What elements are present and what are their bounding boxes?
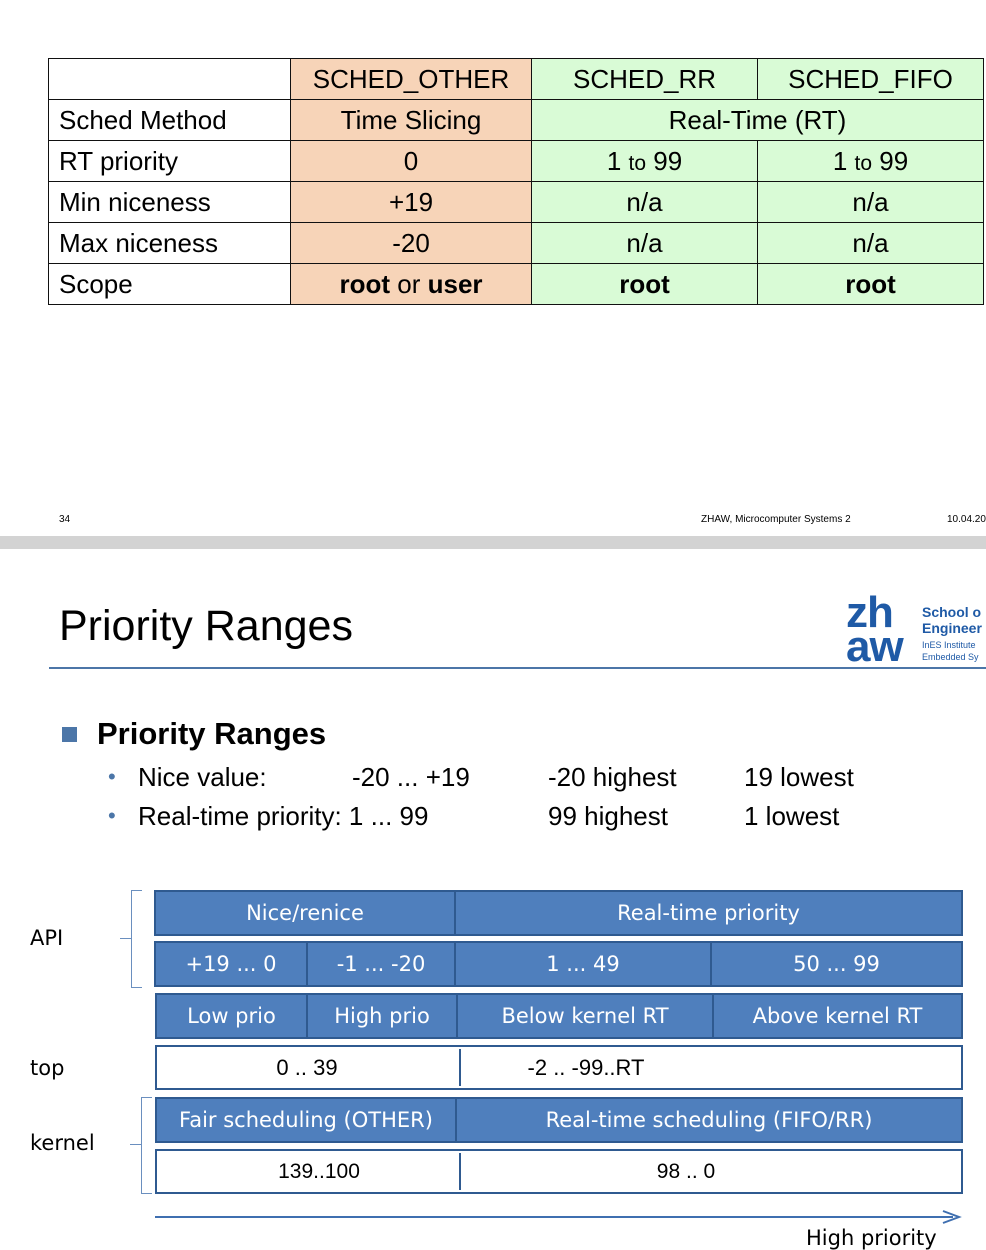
logo-line4: Embedded Sy xyxy=(922,652,979,662)
logo-aw: aw xyxy=(846,622,904,671)
priority-arrow-icon xyxy=(155,1210,962,1224)
cell-other: Time Slicing xyxy=(290,99,532,141)
box-realtime-scheduling: Real-time scheduling (FIFO/RR) xyxy=(455,1097,963,1143)
fifo-min: 1 xyxy=(832,145,848,176)
box-nice-renice: Nice/renice xyxy=(154,890,456,936)
cell-fifo: n/a xyxy=(757,222,984,264)
nice-highest: -20 highest xyxy=(548,762,677,792)
nice-label: Nice value: xyxy=(138,762,267,792)
label-api: API xyxy=(30,926,64,950)
row-label: Min niceness xyxy=(48,181,291,223)
slide-separator xyxy=(0,536,986,549)
cell-other: root or user xyxy=(290,263,532,305)
table-corner xyxy=(48,58,291,100)
title-divider xyxy=(49,667,986,669)
table-header-row: SCHED_OTHER SCHED_RR SCHED_FIFO xyxy=(48,58,984,100)
box-realtime-priority: Real-time priority xyxy=(454,890,963,936)
header-sched-other: SCHED_OTHER xyxy=(290,58,532,100)
scheduler-table: SCHED_OTHER SCHED_RR SCHED_FIFO Sched Me… xyxy=(48,58,984,305)
rr-min: 1 xyxy=(606,145,622,176)
box-high-prio: High prio xyxy=(306,993,458,1039)
cell-rr: n/a xyxy=(531,181,758,223)
header-sched-fifo: SCHED_FIFO xyxy=(757,58,984,100)
table-row: RT priority 0 1 to 99 1 to 99 xyxy=(48,140,984,182)
table-row: Min niceness +19 n/a n/a xyxy=(48,181,984,223)
nice-range: -20 ... +19 xyxy=(352,762,470,792)
scope-or: or xyxy=(397,268,421,299)
row-label: Max niceness xyxy=(48,222,291,264)
logo-zh: zh xyxy=(846,588,894,637)
header-sched-rr: SCHED_RR xyxy=(531,58,758,100)
api-brace-tip xyxy=(120,938,132,939)
box-low-prio: Low prio xyxy=(155,993,308,1039)
box-nice-positive: +19 ... 0 xyxy=(154,941,308,987)
cell-rr: 1 to 99 xyxy=(531,140,758,182)
box-rt-low: 1 ... 49 xyxy=(454,941,712,987)
cell-rt-merged: Real-Time (RT) xyxy=(531,99,984,141)
scope-user: user xyxy=(427,268,483,299)
rt-highest: 99 highest xyxy=(548,801,668,831)
scope-fifo-root: root xyxy=(845,268,896,299)
api-brace xyxy=(131,890,142,988)
rr-to: to xyxy=(628,151,647,175)
row-label: RT priority xyxy=(48,140,291,182)
footer-page-number: 34 xyxy=(59,514,71,525)
rt-lowest: 1 lowest xyxy=(744,801,840,831)
nice-lowest: 19 lowest xyxy=(744,762,854,792)
label-kernel: kernel xyxy=(30,1131,95,1155)
table-row: Scope root or user root root xyxy=(48,263,984,305)
fifo-max: 99 xyxy=(879,145,909,176)
footer-date: 10.04.20 xyxy=(947,514,986,525)
top-rt-range: -2 .. -99..RT xyxy=(527,1054,645,1080)
cell-other: +19 xyxy=(290,181,532,223)
kernel-brace xyxy=(141,1097,152,1194)
logo-line2: Engineer xyxy=(922,620,982,636)
cell-fifo: root xyxy=(757,263,984,305)
kernel-brace-tip xyxy=(130,1144,142,1145)
cell-fifo: 1 to 99 xyxy=(757,140,984,182)
page-title: Priority Ranges xyxy=(59,602,353,650)
cell-other: 0 xyxy=(290,140,532,182)
section-heading: Priority Ranges xyxy=(97,716,327,751)
box-above-kernel-rt: Above kernel RT xyxy=(712,993,963,1039)
top-row-divider xyxy=(459,1049,461,1086)
cell-rr: n/a xyxy=(531,222,758,264)
kernel-rt-range: 98 .. 0 xyxy=(656,1159,716,1183)
fifo-to: to xyxy=(854,151,873,175)
table-row: Max niceness -20 n/a n/a xyxy=(48,222,984,264)
kernel-fair-range: 139..100 xyxy=(278,1159,360,1183)
box-kernel-row xyxy=(155,1149,963,1194)
table-row: Sched Method Time Slicing Real-Time (RT) xyxy=(48,99,984,141)
label-top: top xyxy=(30,1056,65,1080)
row-label: Sched Method xyxy=(48,99,291,141)
scope-rr-root: root xyxy=(619,268,670,299)
top-nice-range: 0 .. 39 xyxy=(276,1054,338,1080)
bullet-dot-icon: • xyxy=(108,803,116,828)
logo-line3: InES Institute xyxy=(922,640,976,650)
arrow-label: High priority xyxy=(806,1226,937,1250)
footer-course: ZHAW, Microcomputer Systems 2 xyxy=(701,514,851,525)
bullet-dot-icon: • xyxy=(108,764,116,789)
row-label: Scope xyxy=(48,263,291,305)
scope-root: root xyxy=(339,268,391,299)
rt-label: Real-time priority: 1 ... 99 xyxy=(138,801,429,831)
cell-rr: root xyxy=(531,263,758,305)
logo-line1: School o xyxy=(922,604,982,620)
box-top-row xyxy=(155,1045,963,1090)
rr-max: 99 xyxy=(653,145,683,176)
box-fair-scheduling: Fair scheduling (OTHER) xyxy=(155,1097,457,1143)
cell-fifo: n/a xyxy=(757,181,984,223)
box-below-kernel-rt: Below kernel RT xyxy=(456,993,714,1039)
box-rt-high: 50 ... 99 xyxy=(710,941,963,987)
square-bullet-icon xyxy=(62,727,77,742)
box-nice-negative: -1 ... -20 xyxy=(306,941,456,987)
kernel-row-divider xyxy=(459,1153,461,1190)
zhaw-logo: zh aw School o Engineer InES Institute E… xyxy=(846,591,986,671)
cell-other: -20 xyxy=(290,222,532,264)
